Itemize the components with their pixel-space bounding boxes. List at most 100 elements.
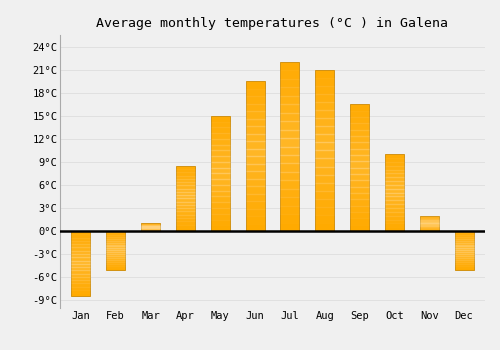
Bar	[176, 202, 195, 205]
Bar	[454, 233, 473, 235]
Bar	[106, 268, 126, 270]
Bar	[141, 227, 160, 228]
Bar	[176, 172, 195, 176]
Bar	[72, 290, 90, 293]
Bar	[176, 179, 195, 182]
Bar	[72, 270, 90, 274]
Bar	[106, 231, 126, 270]
Bar	[72, 231, 90, 296]
Bar	[454, 258, 473, 260]
Bar	[106, 246, 126, 248]
Bar	[315, 142, 334, 150]
Bar	[350, 123, 369, 130]
Bar	[315, 78, 334, 86]
Bar	[420, 230, 439, 231]
Bar	[210, 173, 230, 179]
Bar	[72, 277, 90, 280]
Bar	[315, 167, 334, 175]
Bar	[350, 193, 369, 199]
Bar	[106, 262, 126, 264]
Bar	[141, 226, 160, 227]
Bar	[280, 147, 299, 155]
Bar	[315, 86, 334, 94]
Bar	[280, 189, 299, 197]
Bar	[72, 231, 90, 234]
Bar	[454, 250, 473, 252]
Bar	[141, 225, 160, 226]
Bar	[246, 224, 264, 231]
Bar	[315, 223, 334, 231]
Bar	[210, 133, 230, 139]
Bar	[246, 104, 264, 111]
Bar	[106, 248, 126, 250]
Bar	[454, 262, 473, 264]
Bar	[106, 250, 126, 252]
Bar	[420, 218, 439, 219]
Bar	[176, 198, 195, 202]
Bar	[385, 223, 404, 227]
Bar	[385, 154, 404, 158]
Bar	[454, 248, 473, 250]
Bar	[106, 245, 126, 246]
Bar	[72, 280, 90, 284]
Bar	[420, 222, 439, 223]
Bar	[106, 254, 126, 256]
Bar	[385, 170, 404, 173]
Bar	[350, 104, 369, 231]
Bar	[106, 237, 126, 239]
Bar	[246, 194, 264, 201]
Bar	[350, 199, 369, 206]
Bar	[385, 196, 404, 200]
Bar	[246, 201, 264, 209]
Bar	[420, 217, 439, 218]
Bar	[210, 191, 230, 196]
Bar	[315, 207, 334, 215]
Bar	[454, 260, 473, 262]
Bar	[454, 241, 473, 243]
Bar	[210, 156, 230, 162]
Bar	[385, 166, 404, 170]
Bar	[385, 162, 404, 166]
Bar	[72, 247, 90, 251]
Bar	[210, 162, 230, 168]
Bar	[454, 268, 473, 270]
Bar	[106, 260, 126, 262]
Bar	[141, 223, 160, 224]
Bar	[420, 219, 439, 220]
Bar	[420, 216, 439, 217]
Bar	[454, 235, 473, 237]
Bar	[176, 205, 195, 208]
Bar	[246, 171, 264, 178]
Bar	[420, 229, 439, 230]
Bar	[106, 256, 126, 258]
Bar	[141, 228, 160, 229]
Bar	[246, 216, 264, 224]
Bar	[210, 116, 230, 231]
Bar	[246, 81, 264, 231]
Bar	[280, 87, 299, 96]
Bar	[280, 138, 299, 147]
Bar	[246, 96, 264, 104]
Bar	[210, 150, 230, 156]
Bar	[141, 229, 160, 230]
Bar	[210, 225, 230, 231]
Bar	[106, 231, 126, 233]
Bar	[176, 169, 195, 172]
Bar	[350, 225, 369, 231]
Bar	[280, 104, 299, 113]
Bar	[315, 134, 334, 142]
Bar	[385, 189, 404, 192]
Bar	[350, 149, 369, 155]
Bar	[72, 241, 90, 244]
Bar	[210, 214, 230, 219]
Bar	[280, 180, 299, 189]
Bar	[454, 231, 473, 270]
Bar	[246, 119, 264, 126]
Bar	[385, 212, 404, 216]
Bar	[106, 233, 126, 235]
Bar	[280, 206, 299, 214]
Bar	[420, 227, 439, 228]
Bar	[246, 209, 264, 216]
Bar	[315, 150, 334, 159]
Bar	[72, 287, 90, 290]
